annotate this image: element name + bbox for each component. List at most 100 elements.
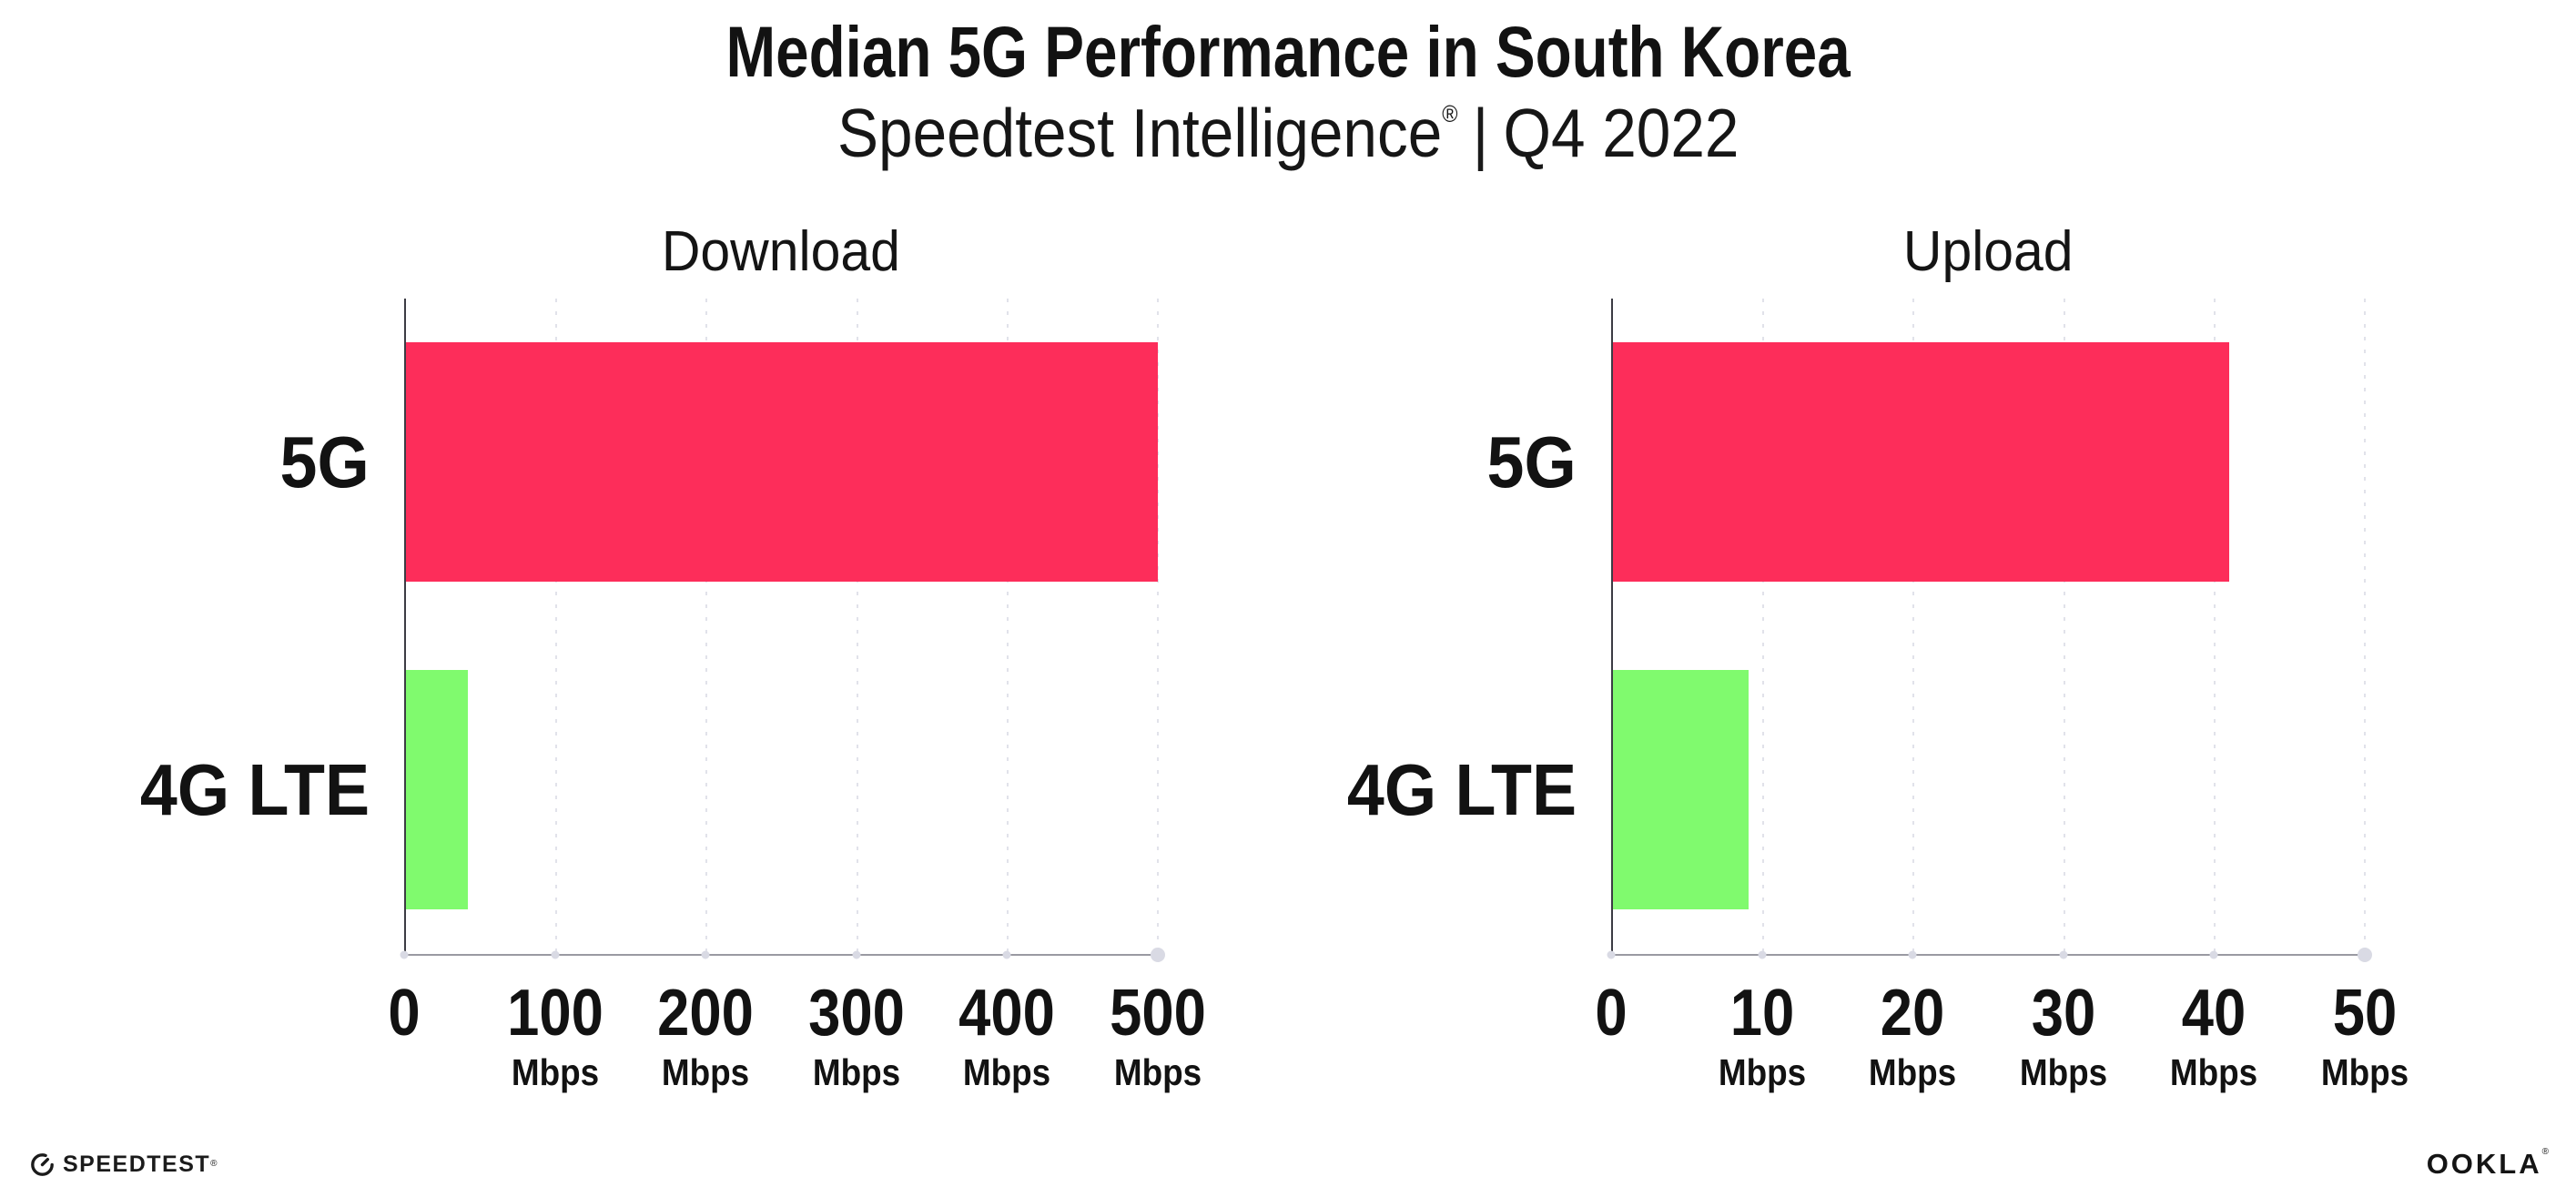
gridline-200-mbps bbox=[705, 298, 708, 954]
axis-dot-400 bbox=[1002, 950, 1011, 959]
axis-dot-0 bbox=[400, 950, 409, 959]
gridline-30-mbps bbox=[2063, 298, 2065, 954]
plot-wrap-download: 0 100 Mbps 200 Mbps 300 Mbps 400 Mbps 500 Mbps bbox=[388, 298, 1206, 1134]
bar-row-4g-lte bbox=[1613, 626, 2365, 954]
bar-4g-lte-download bbox=[406, 670, 468, 909]
page-subtitle: Speedtest Intelligence® | Q4 2022 bbox=[0, 96, 2576, 171]
x-tick-30-mbps: 30 Mbps bbox=[2014, 979, 2112, 1095]
category-label-4g-lte: 4G LTE bbox=[139, 748, 370, 830]
gridline-40-mbps bbox=[2213, 298, 2216, 954]
x-tick-value: 0 bbox=[1595, 976, 1628, 1050]
category-label-5g: 5G bbox=[1486, 421, 1577, 502]
x-tick-unit: Mbps bbox=[2320, 1051, 2409, 1094]
bar-5g-upload bbox=[1613, 342, 2230, 582]
plot-wrap-upload: 0 10 Mbps 20 Mbps 30 Mbps 40 Mbps 50 Mbps bbox=[1595, 298, 2409, 1134]
axis-dot-50 bbox=[2358, 947, 2372, 962]
y-label-row-4g-lte: 4G LTE bbox=[1257, 626, 1611, 954]
chart-grid-download: 5G 4G LTE 0 100 Mbps 200 Mbps 300 Mbps 400 Mbps 50… bbox=[50, 298, 1206, 1134]
page-title: Median 5G Performance in South Korea bbox=[725, 11, 1851, 92]
registered-trademark-symbol: ® bbox=[1442, 99, 1458, 127]
footer: SPEEDTEST ® OOKLA ® bbox=[30, 1147, 2549, 1181]
header: Median 5G Performance in South Korea Spe… bbox=[0, 0, 2576, 170]
x-tick-unit: Mbps bbox=[1718, 1051, 1806, 1094]
x-tick-value: 50 bbox=[2332, 976, 2398, 1050]
axis-dot-30 bbox=[2059, 950, 2068, 959]
x-tick-labels-download: 0 100 Mbps 200 Mbps 300 Mbps 400 Mbps 500 Mbps bbox=[388, 979, 1205, 1134]
gridline-10-mbps bbox=[1762, 298, 1765, 954]
gridline-500-mbps bbox=[1157, 298, 1159, 954]
axis-dot-300 bbox=[852, 950, 861, 959]
axis-dot-0 bbox=[1607, 950, 1616, 959]
x-tick-unit: Mbps bbox=[511, 1051, 599, 1094]
axis-dot-40 bbox=[2209, 950, 2218, 959]
speedtest-gauge-icon bbox=[31, 1152, 54, 1176]
bar-row-4g-lte bbox=[406, 626, 1158, 954]
x-tick-value: 10 bbox=[1729, 976, 1794, 1050]
y-label-row-4g-lte: 4G LTE bbox=[50, 626, 404, 954]
chart-title-download: Download bbox=[662, 220, 900, 284]
bar-row-5g bbox=[1613, 299, 2365, 626]
x-tick-unit: Mbps bbox=[2019, 1051, 2107, 1094]
category-label-5g: 5G bbox=[279, 421, 370, 502]
chart-grid-upload: 5G 4G LTE 0 10 Mbps 20 Mbps 30 Mbps 40 Mbps 50 Mbps bbox=[1257, 298, 2409, 1134]
x-tick-0: 0 bbox=[386, 979, 422, 1049]
speedtest-trademark-symbol: ® bbox=[210, 1158, 218, 1169]
gridline-50-mbps bbox=[2364, 298, 2366, 954]
x-tick-unit: Mbps bbox=[1113, 1051, 1202, 1094]
x-tick-50-mbps: 50 Mbps bbox=[2316, 979, 2413, 1095]
axis-dot-20 bbox=[1908, 950, 1917, 959]
x-axis-download bbox=[400, 947, 1165, 962]
y-axis-labels-upload: 5G 4G LTE bbox=[1257, 299, 1611, 954]
x-tick-0: 0 bbox=[1593, 979, 1629, 1049]
x-axis-upload bbox=[1607, 947, 2372, 962]
x-tick-value: 400 bbox=[958, 976, 1056, 1050]
speedtest-logo: SPEEDTEST ® bbox=[30, 1151, 218, 1178]
x-tick-300-mbps: 300 Mbps bbox=[802, 979, 911, 1095]
chart-title-upload: Upload bbox=[1902, 220, 2074, 284]
x-tick-unit: Mbps bbox=[812, 1051, 900, 1094]
category-label-4g-lte: 4G LTE bbox=[1346, 748, 1577, 830]
x-tick-value: 200 bbox=[657, 976, 755, 1050]
gridline-20-mbps bbox=[1912, 298, 1915, 954]
x-tick-500-mbps: 500 Mbps bbox=[1103, 979, 1212, 1095]
subtitle-separator: | bbox=[1472, 94, 1489, 171]
y-label-row-5g: 5G bbox=[1257, 299, 1611, 626]
x-tick-200-mbps: 200 Mbps bbox=[651, 979, 760, 1095]
bar-5g-download bbox=[406, 342, 1158, 582]
gridline-400-mbps bbox=[1006, 298, 1009, 954]
subtitle-brand: Speedtest Intelligence bbox=[837, 94, 1443, 171]
x-tick-value: 20 bbox=[1880, 976, 1945, 1050]
plot-area-download bbox=[404, 298, 1159, 954]
axis-dot-500 bbox=[1151, 947, 1165, 962]
x-tick-unit: Mbps bbox=[963, 1051, 1051, 1094]
ookla-logo-text: OOKLA bbox=[2426, 1148, 2542, 1180]
ookla-trademark-symbol: ® bbox=[2541, 1147, 2549, 1157]
x-tick-40-mbps: 40 Mbps bbox=[2165, 979, 2263, 1095]
gridline-300-mbps bbox=[856, 298, 858, 954]
x-tick-value: 500 bbox=[1110, 976, 1206, 1050]
x-tick-value: 40 bbox=[2182, 976, 2246, 1050]
y-axis-labels-download: 5G 4G LTE bbox=[50, 299, 404, 954]
y-label-row-5g: 5G bbox=[50, 299, 404, 626]
x-tick-unit: Mbps bbox=[662, 1051, 750, 1094]
chart-download: Download 5G 4G LTE 0 100 Mbps 200 Mbps 300 Mbps… bbox=[50, 220, 1206, 1134]
x-tick-unit: Mbps bbox=[2170, 1051, 2258, 1094]
x-tick-unit: Mbps bbox=[1869, 1051, 1957, 1094]
x-tick-value: 300 bbox=[807, 976, 905, 1050]
gridline-100-mbps bbox=[555, 298, 558, 954]
x-tick-10-mbps: 10 Mbps bbox=[1713, 979, 1810, 1095]
plot-area-upload bbox=[1611, 298, 2366, 954]
ookla-logo: OOKLA ® bbox=[2426, 1147, 2549, 1181]
x-tick-value: 100 bbox=[506, 976, 603, 1050]
speedtest-logo-text: SPEEDTEST bbox=[63, 1151, 211, 1177]
x-tick-400-mbps: 400 Mbps bbox=[952, 979, 1061, 1095]
bar-4g-lte-upload bbox=[1613, 670, 1749, 909]
charts-row: Download 5G 4G LTE 0 100 Mbps 200 Mbps 300 Mbps… bbox=[0, 221, 2576, 1133]
subtitle-period: Q4 2022 bbox=[1503, 94, 1739, 171]
x-tick-labels-upload: 0 10 Mbps 20 Mbps 30 Mbps 40 Mbps 50 Mbps bbox=[1595, 976, 2409, 1134]
x-tick-100-mbps: 100 Mbps bbox=[501, 979, 610, 1095]
axis-dot-200 bbox=[701, 950, 710, 959]
axis-dot-10 bbox=[1758, 950, 1767, 959]
x-tick-value: 0 bbox=[388, 976, 421, 1050]
